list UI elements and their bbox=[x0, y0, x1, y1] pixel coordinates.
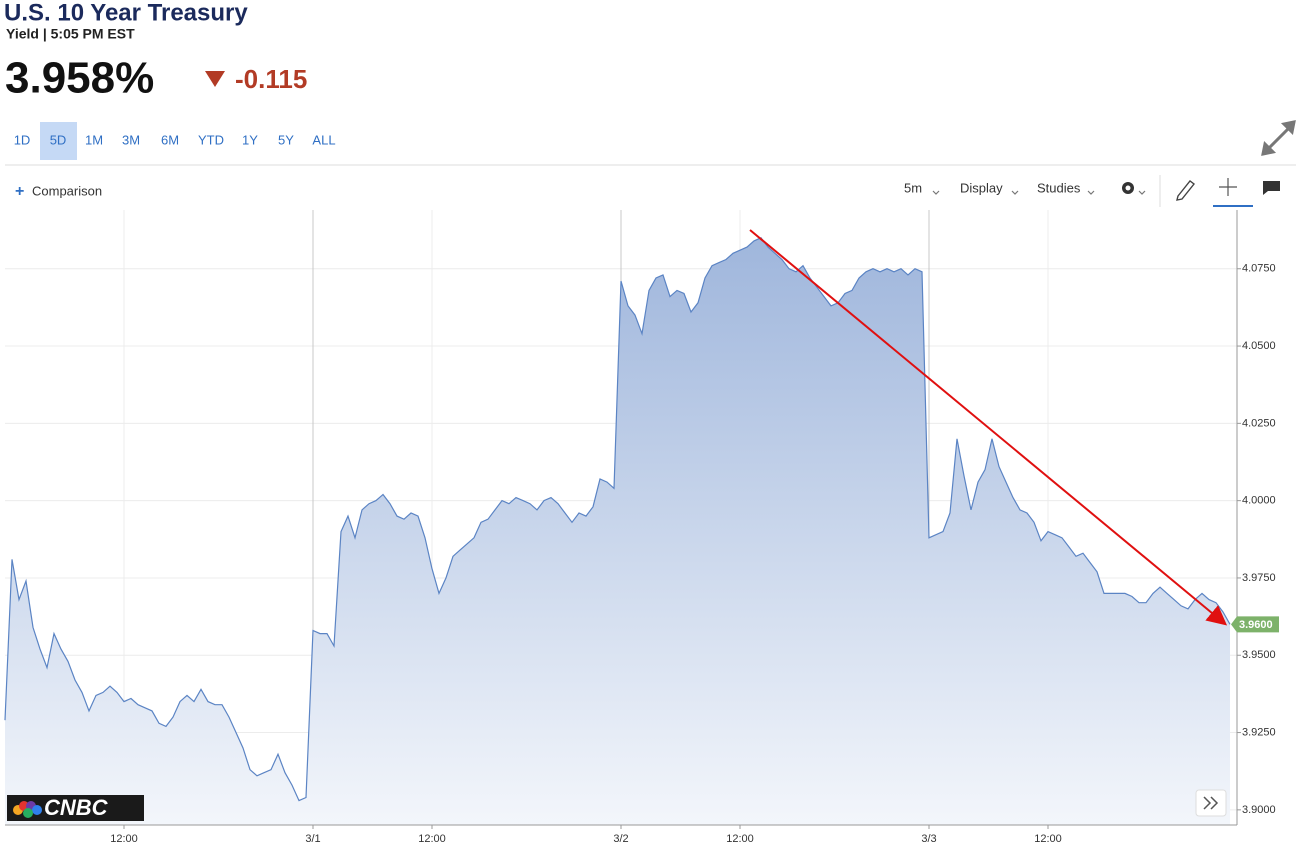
tab[interactable]: 3M bbox=[122, 132, 140, 147]
tab[interactable]: 1Y bbox=[242, 132, 258, 147]
tab[interactable]: ALL bbox=[312, 132, 335, 147]
plot: 3.9000 3.9250 3.9500 3.9750 4.0000 4.0250 4.05… bbox=[4, 210, 1279, 845]
y-tick-label: 4.0250 bbox=[1242, 417, 1276, 429]
price: 3.958% bbox=[5, 54, 154, 103]
y-tick-label: 4.0500 bbox=[1242, 340, 1276, 352]
y-tick-label: 4.0000 bbox=[1242, 495, 1276, 507]
x-tick-label: 3/3 bbox=[921, 833, 936, 845]
x-tick-label: 3/2 bbox=[613, 833, 628, 845]
comment-icon[interactable] bbox=[1263, 181, 1280, 195]
y-tick-label: 4.0750 bbox=[1242, 263, 1276, 275]
tab[interactable]: 5Y bbox=[278, 132, 294, 147]
x-tick-label: 3/1 bbox=[305, 833, 320, 845]
peacock bbox=[13, 801, 42, 818]
logo: CNBC bbox=[44, 795, 109, 820]
tabs: 1D 5D 1M 3M 6M YTD 1Y 5Y ALL bbox=[14, 122, 336, 160]
crosshair-icon[interactable] bbox=[1219, 178, 1237, 196]
change: -0.115 bbox=[235, 64, 307, 94]
tab-selected-bg bbox=[40, 122, 77, 160]
line bbox=[4, 237, 1231, 802]
draw-icon[interactable] bbox=[1176, 180, 1195, 201]
trend-arrow bbox=[749, 229, 1228, 626]
title: U.S. 10 Year Treasury bbox=[4, 0, 248, 26]
tab[interactable]: YTD bbox=[198, 132, 224, 147]
area bbox=[5, 237, 1230, 826]
plus-icon[interactable]: + bbox=[15, 183, 24, 200]
y-tick-label: 3.9750 bbox=[1242, 572, 1276, 584]
tab[interactable]: 1D bbox=[14, 132, 31, 147]
y-tick-label: 3.9000 bbox=[1242, 804, 1276, 816]
interval-button[interactable]: 5m bbox=[904, 180, 922, 195]
x-tick-label: 12:00 bbox=[726, 833, 754, 845]
studies-button[interactable]: Studies bbox=[1037, 180, 1081, 195]
subtitle: Yield | 5:05 PM EST bbox=[6, 26, 135, 42]
x-tick-label: 12:00 bbox=[110, 833, 138, 845]
x-tick-label: 12:00 bbox=[418, 833, 446, 845]
comparison-button[interactable]: Comparison bbox=[32, 183, 102, 198]
x-tick-label: 12:00 bbox=[1034, 833, 1062, 845]
dropdown-carets bbox=[932, 190, 1146, 195]
display-button[interactable]: Display bbox=[960, 180, 1003, 195]
tab[interactable]: 1M bbox=[85, 132, 103, 147]
last-value-tag bbox=[1231, 616, 1279, 633]
scroll-icon bbox=[1203, 796, 1219, 810]
settings-hole bbox=[1125, 185, 1131, 191]
y-tick-label: 3.9250 bbox=[1242, 726, 1276, 738]
expand-icon[interactable] bbox=[1261, 120, 1296, 156]
y-tick-label: 3.9500 bbox=[1242, 649, 1276, 661]
tab[interactable]: 5D bbox=[50, 132, 67, 147]
down-arrow bbox=[205, 71, 225, 87]
last-value-label: 3.9600 bbox=[1239, 619, 1273, 631]
tab[interactable]: 6M bbox=[161, 132, 179, 147]
